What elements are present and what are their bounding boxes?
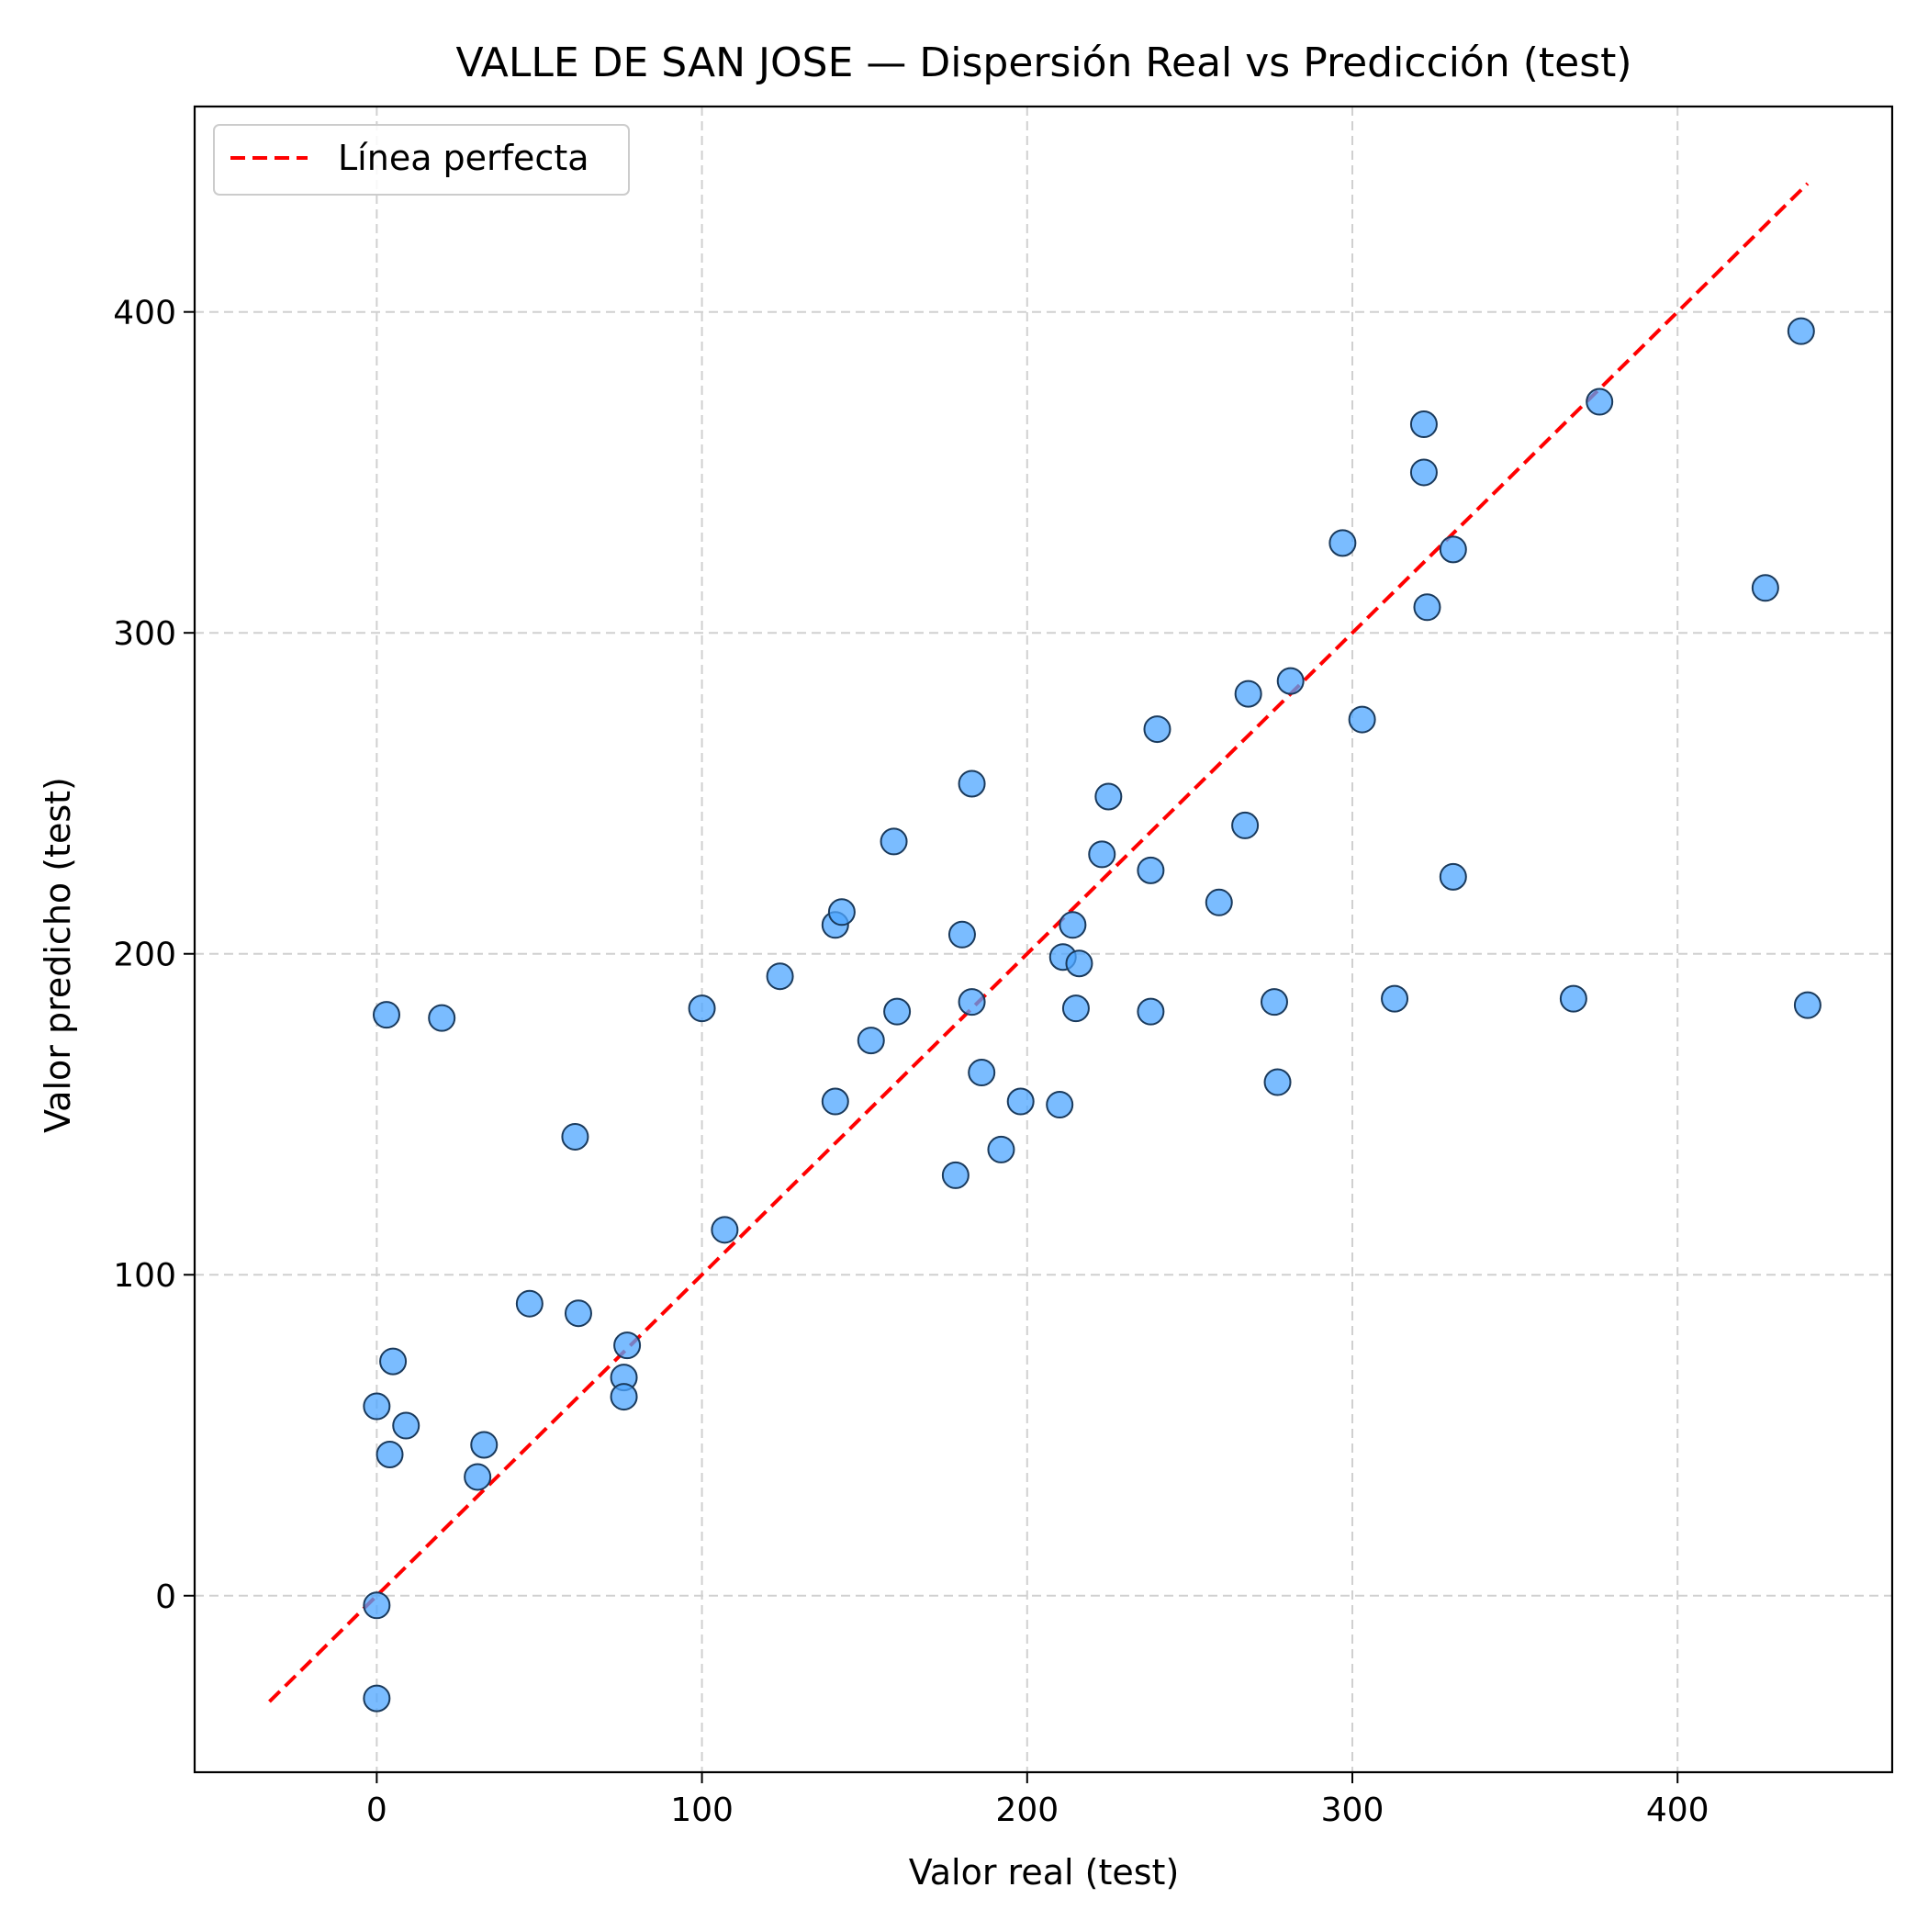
plot-frame bbox=[193, 105, 1894, 1774]
data-point bbox=[561, 1122, 589, 1151]
data-point bbox=[515, 1289, 544, 1318]
data-point bbox=[613, 1331, 642, 1360]
x-tick-label: 100 bbox=[670, 1792, 734, 1829]
data-point bbox=[379, 1347, 408, 1376]
data-point bbox=[1409, 458, 1438, 487]
y-tick-label: 300 bbox=[113, 615, 176, 653]
legend: Línea perfecta bbox=[213, 124, 630, 196]
data-point bbox=[958, 988, 986, 1017]
data-point bbox=[1231, 811, 1260, 839]
data-point bbox=[564, 1299, 592, 1328]
data-point bbox=[1559, 984, 1587, 1013]
data-point bbox=[1381, 984, 1409, 1013]
data-point bbox=[1276, 667, 1305, 695]
axis-ticks: 0 100 200 300 400 0 100 200 300 400 bbox=[113, 295, 1709, 1829]
legend-box bbox=[213, 124, 630, 196]
data-point bbox=[1793, 991, 1822, 1019]
data-point bbox=[1409, 410, 1438, 439]
data-point bbox=[1094, 782, 1123, 811]
data-point bbox=[880, 827, 908, 856]
data-point bbox=[1143, 715, 1171, 744]
data-point bbox=[1065, 949, 1093, 978]
data-point bbox=[941, 1161, 970, 1189]
data-point bbox=[1413, 593, 1441, 622]
data-point bbox=[1328, 529, 1357, 557]
data-point bbox=[1137, 997, 1165, 1026]
data-point bbox=[958, 769, 986, 798]
data-point bbox=[987, 1135, 1015, 1163]
data-point bbox=[376, 1440, 404, 1468]
data-point bbox=[857, 1027, 885, 1055]
y-tick-label: 100 bbox=[113, 1257, 176, 1295]
data-point bbox=[1234, 680, 1262, 708]
data-point bbox=[392, 1411, 420, 1440]
data-point bbox=[1348, 705, 1376, 734]
data-point bbox=[610, 1383, 638, 1411]
data-point bbox=[1059, 911, 1087, 939]
legend-label: Línea perfecta bbox=[338, 138, 589, 178]
y-tick-label: 0 bbox=[155, 1578, 176, 1616]
data-point bbox=[1137, 856, 1165, 884]
x-tick-label: 0 bbox=[366, 1792, 387, 1829]
chart-title: VALLE DE SAN JOSE — Dispersión Real vs P… bbox=[455, 39, 1631, 86]
data-point bbox=[1205, 888, 1233, 916]
data-point bbox=[1006, 1087, 1035, 1116]
data-point bbox=[1260, 988, 1288, 1017]
data-point bbox=[1586, 388, 1614, 416]
data-point bbox=[1263, 1068, 1292, 1096]
data-point bbox=[766, 962, 794, 991]
grid bbox=[195, 107, 1892, 1772]
data-point bbox=[1439, 535, 1467, 564]
perfect-line bbox=[268, 182, 1810, 1703]
data-point bbox=[821, 1087, 849, 1116]
y-tick-label: 400 bbox=[113, 295, 176, 332]
data-point bbox=[1439, 862, 1467, 891]
data-point bbox=[947, 920, 976, 949]
x-axis-label: Valor real (test) bbox=[909, 1852, 1180, 1893]
data-point bbox=[1046, 1091, 1074, 1119]
data-point bbox=[968, 1059, 996, 1087]
data-point bbox=[363, 1591, 391, 1620]
data-point bbox=[1751, 574, 1779, 602]
data-point bbox=[470, 1431, 499, 1459]
data-point bbox=[363, 1684, 391, 1713]
data-point bbox=[363, 1392, 391, 1421]
y-axis-label: Valor predicho (test) bbox=[38, 777, 78, 1133]
x-tick-label: 200 bbox=[995, 1792, 1059, 1829]
data-point bbox=[688, 994, 716, 1023]
y-tick-label: 200 bbox=[113, 937, 176, 974]
data-point bbox=[883, 997, 912, 1026]
x-tick-label: 300 bbox=[1321, 1792, 1384, 1829]
data-point bbox=[1787, 317, 1815, 345]
data-point bbox=[1061, 994, 1090, 1023]
data-point bbox=[372, 1001, 400, 1029]
data-point bbox=[1088, 840, 1116, 869]
data-point bbox=[711, 1216, 739, 1244]
data-point bbox=[827, 898, 856, 927]
data-point bbox=[464, 1463, 492, 1491]
data-point bbox=[428, 1004, 456, 1032]
x-tick-label: 400 bbox=[1646, 1792, 1709, 1829]
data-points bbox=[363, 317, 1822, 1713]
